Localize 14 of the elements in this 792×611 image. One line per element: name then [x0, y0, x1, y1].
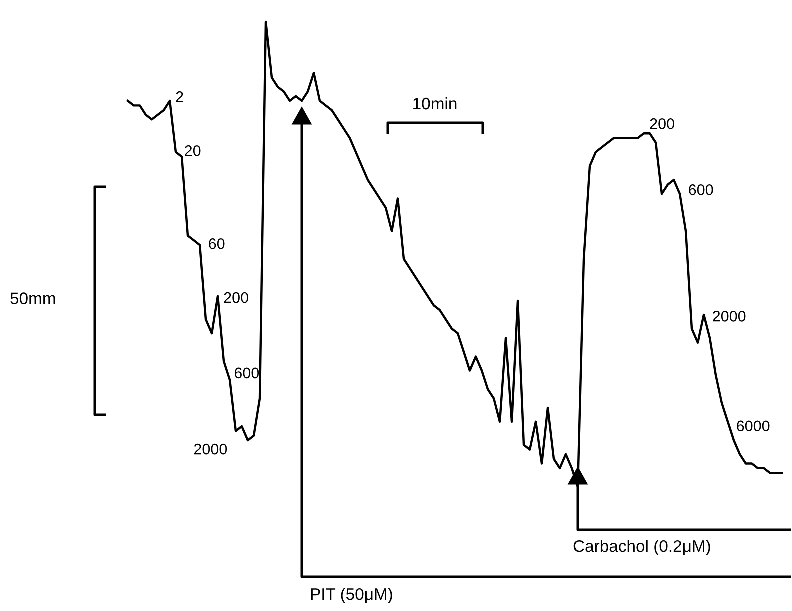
annotation: 2	[176, 92, 184, 102]
annotation: 200	[650, 118, 674, 130]
annotation: 2000	[713, 311, 746, 322]
annotation: 200	[224, 292, 248, 304]
text: PIT (50μM)	[311, 588, 392, 604]
annotation: 20	[185, 145, 201, 156]
annotation: 600	[234, 368, 260, 379]
text: Carbachol (0.2μM)	[574, 540, 710, 556]
text: 50mm	[10, 292, 56, 304]
annotation: 600	[689, 184, 714, 196]
annotation: 10min	[414, 97, 457, 110]
annotation: 6000	[737, 420, 770, 432]
annotation: 60	[209, 238, 225, 250]
annotation: 2000	[194, 444, 228, 455]
